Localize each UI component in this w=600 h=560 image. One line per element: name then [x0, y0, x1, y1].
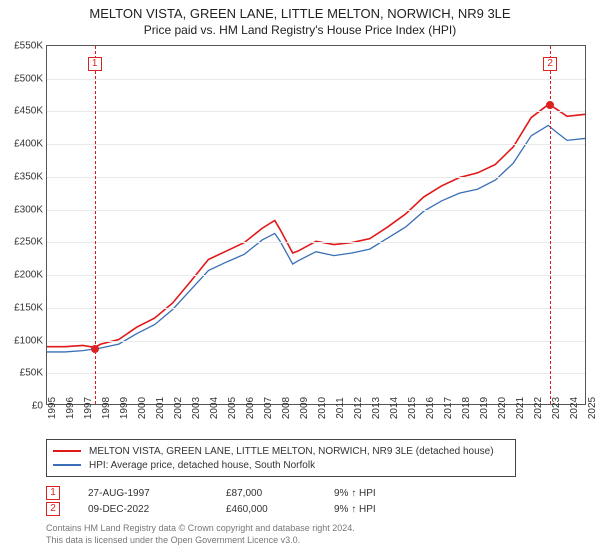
- y-tick-label: £150K: [14, 302, 43, 313]
- y-tick-label: £550K: [14, 41, 43, 52]
- legend-item-address: MELTON VISTA, GREEN LANE, LITTLE MELTON,…: [53, 444, 509, 458]
- y-tick-label: £300K: [14, 204, 43, 215]
- x-tick-label: 2011: [335, 397, 346, 419]
- x-tick-label: 2014: [389, 397, 400, 419]
- x-tick-label: 2006: [245, 397, 256, 419]
- plot-area: £0£50K£100K£150K£200K£250K£300K£350K£400…: [46, 45, 586, 405]
- x-tick-label: 2000: [137, 397, 148, 419]
- event-pct-2: 9% ↑ HPI: [334, 504, 414, 515]
- legend-box: MELTON VISTA, GREEN LANE, LITTLE MELTON,…: [46, 439, 516, 477]
- x-tick-label: 2012: [353, 397, 364, 419]
- chart-subtitle: Price paid vs. HM Land Registry's House …: [0, 23, 600, 37]
- x-tick-label: 2019: [479, 397, 490, 419]
- x-tick-label: 2001: [155, 397, 166, 419]
- y-tick-label: £200K: [14, 270, 43, 281]
- x-tick-label: 2009: [299, 397, 310, 419]
- event-date-1: 27-AUG-1997: [88, 488, 198, 499]
- event-date-2: 09-DEC-2022: [88, 504, 198, 515]
- legend-label-hpi: HPI: Average price, detached house, Sout…: [89, 460, 315, 471]
- event-dot-2: [546, 101, 554, 109]
- event-pct-1: 9% ↑ HPI: [334, 488, 414, 499]
- x-tick-label: 2003: [191, 397, 202, 419]
- x-tick-label: 2023: [551, 397, 562, 419]
- x-tick-label: 1996: [65, 397, 76, 419]
- x-tick-label: 2004: [209, 397, 220, 419]
- x-tick-label: 2008: [281, 397, 292, 419]
- x-tick-label: 2022: [533, 397, 544, 419]
- footnote-line2: This data is licensed under the Open Gov…: [46, 535, 600, 547]
- property-price-chart: MELTON VISTA, GREEN LANE, LITTLE MELTON,…: [0, 0, 600, 546]
- x-tick-label: 2016: [425, 397, 436, 419]
- chart-titles: MELTON VISTA, GREEN LANE, LITTLE MELTON,…: [0, 0, 600, 37]
- footnote: Contains HM Land Registry data © Crown c…: [46, 523, 600, 546]
- y-tick-label: £50K: [20, 368, 43, 379]
- x-tick-label: 2005: [227, 397, 238, 419]
- series-line-address: [47, 105, 585, 348]
- x-tick-label: 2020: [497, 397, 508, 419]
- event-price-1: £87,000: [226, 488, 306, 499]
- x-tick-label: 1998: [101, 397, 112, 419]
- footnote-line1: Contains HM Land Registry data © Crown c…: [46, 523, 600, 535]
- event-price-2: £460,000: [226, 504, 306, 515]
- y-tick-label: £0: [32, 401, 43, 412]
- x-tick-label: 2025: [587, 397, 598, 419]
- x-tick-label: 2015: [407, 397, 418, 419]
- legend-item-hpi: HPI: Average price, detached house, Sout…: [53, 458, 509, 472]
- x-tick-label: 2017: [443, 397, 454, 419]
- y-tick-label: £400K: [14, 139, 43, 150]
- legend-swatch-hpi: [53, 464, 81, 466]
- event-box-2: 2: [543, 57, 557, 71]
- x-tick-label: 2021: [515, 397, 526, 419]
- x-tick-label: 2024: [569, 397, 580, 419]
- legend-swatch-address: [53, 450, 81, 452]
- event-row-2: 2 09-DEC-2022 £460,000 9% ↑ HPI: [46, 501, 566, 517]
- x-tick-label: 2018: [461, 397, 472, 419]
- x-tick-label: 2013: [371, 397, 382, 419]
- event-marker-1: 1: [46, 486, 60, 500]
- x-tick-label: 2010: [317, 397, 328, 419]
- event-dot-1: [91, 345, 99, 353]
- x-tick-label: 2002: [173, 397, 184, 419]
- y-tick-label: £100K: [14, 335, 43, 346]
- x-tick-label: 1995: [47, 397, 58, 419]
- y-tick-label: £450K: [14, 106, 43, 117]
- x-tick-label: 1997: [83, 397, 94, 419]
- event-table: 1 27-AUG-1997 £87,000 9% ↑ HPI 2 09-DEC-…: [46, 485, 566, 517]
- event-marker-2: 2: [46, 502, 60, 516]
- legend-label-address: MELTON VISTA, GREEN LANE, LITTLE MELTON,…: [89, 446, 494, 457]
- y-tick-label: £250K: [14, 237, 43, 248]
- series-line-hpi: [47, 125, 585, 352]
- y-tick-label: £500K: [14, 73, 43, 84]
- x-tick-label: 2007: [263, 397, 274, 419]
- event-box-1: 1: [88, 57, 102, 71]
- chart-lines-svg: [47, 46, 585, 404]
- chart-title-address: MELTON VISTA, GREEN LANE, LITTLE MELTON,…: [0, 6, 600, 21]
- x-tick-label: 1999: [119, 397, 130, 419]
- event-row-1: 1 27-AUG-1997 £87,000 9% ↑ HPI: [46, 485, 566, 501]
- event-vline-2: [550, 46, 551, 404]
- y-tick-label: £350K: [14, 171, 43, 182]
